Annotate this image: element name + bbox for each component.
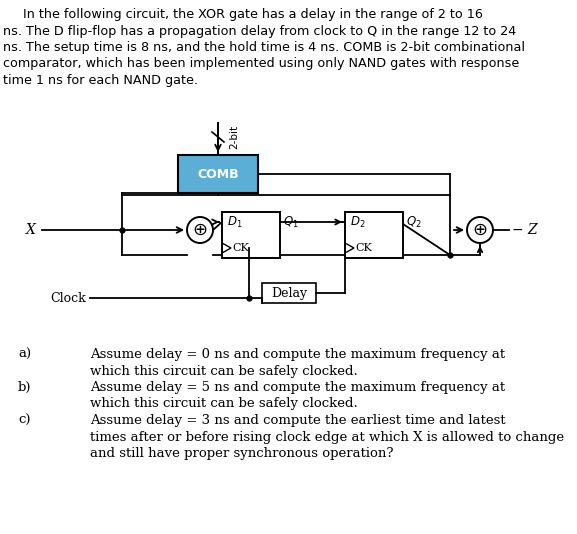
Text: and still have proper synchronous operation?: and still have proper synchronous operat… — [90, 447, 394, 460]
Bar — [345, 212, 403, 258]
Text: 2-bit: 2-bit — [229, 125, 239, 149]
Text: Assume delay = 5 ns and compute the maximum frequency at: Assume delay = 5 ns and compute the maxi… — [90, 381, 505, 394]
Text: a): a) — [18, 348, 31, 361]
Bar — [222, 212, 280, 258]
Text: $\oplus$: $\oplus$ — [473, 221, 488, 239]
Text: c): c) — [18, 414, 31, 427]
Text: time 1 ns for each NAND gate.: time 1 ns for each NAND gate. — [3, 74, 198, 87]
Bar — [178, 155, 258, 193]
Text: In the following circuit, the XOR gate has a delay in the range of 2 to 16: In the following circuit, the XOR gate h… — [3, 8, 483, 21]
Text: b): b) — [18, 381, 32, 394]
Text: CK: CK — [355, 243, 372, 253]
Text: $D_2$: $D_2$ — [350, 215, 365, 230]
Text: $Q_1$: $Q_1$ — [283, 215, 299, 230]
Text: Delay: Delay — [271, 287, 307, 300]
Text: $Q_2$: $Q_2$ — [406, 215, 422, 230]
Text: COMB: COMB — [197, 168, 239, 180]
Text: X: X — [26, 223, 36, 237]
Text: ns. The setup time is 8 ns, and the hold time is 4 ns. COMB is 2-bit combination: ns. The setup time is 8 ns, and the hold… — [3, 41, 525, 54]
Text: times after or before rising clock edge at which X is allowed to change: times after or before rising clock edge … — [90, 430, 564, 444]
Bar — [262, 283, 316, 303]
Text: comparator, which has been implemented using only NAND gates with response: comparator, which has been implemented u… — [3, 58, 519, 70]
Text: which this circuit can be safely clocked.: which this circuit can be safely clocked… — [90, 397, 358, 411]
Text: $-$ Z: $-$ Z — [511, 223, 539, 238]
Text: Assume delay = 3 ns and compute the earliest time and latest: Assume delay = 3 ns and compute the earl… — [90, 414, 505, 427]
Text: $\oplus$: $\oplus$ — [192, 221, 208, 239]
Text: ns. The D flip-flop has a propagation delay from clock to Q in the range 12 to 2: ns. The D flip-flop has a propagation de… — [3, 25, 516, 37]
Text: Clock: Clock — [50, 292, 86, 304]
Text: CK: CK — [232, 243, 249, 253]
Text: Assume delay = 0 ns and compute the maximum frequency at: Assume delay = 0 ns and compute the maxi… — [90, 348, 505, 361]
Text: $D_1$: $D_1$ — [227, 215, 242, 230]
Text: which this circuit can be safely clocked.: which this circuit can be safely clocked… — [90, 365, 358, 378]
